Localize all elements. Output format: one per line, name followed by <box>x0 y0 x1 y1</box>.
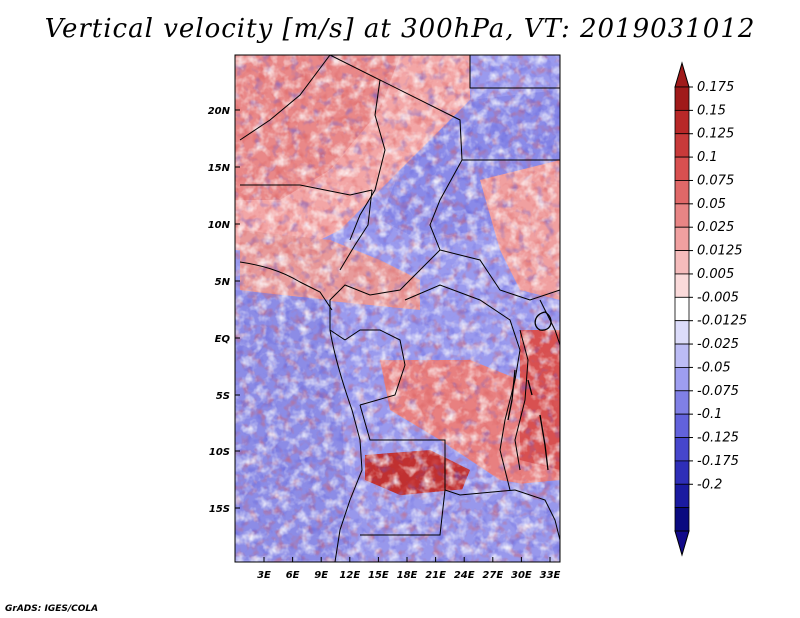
colorbar-segment <box>674 156 690 181</box>
colorbar-segment <box>674 226 690 251</box>
lat-label: 5S <box>216 391 230 402</box>
colorbar-segment <box>674 86 690 111</box>
colorbar-segment <box>674 203 690 228</box>
colorbar-segment <box>674 133 690 158</box>
colorbar-label: 0.075 <box>697 173 734 188</box>
vertical-velocity-field <box>235 55 560 562</box>
colorbar-label: -0.05 <box>697 360 731 375</box>
colorbar-segment <box>674 250 690 275</box>
colorbar-label: -0.0125 <box>697 314 747 329</box>
latitude-axis: 20N 15N 10N 5N EQ 5S 10S 15S <box>208 106 240 515</box>
colorbar-label: -0.125 <box>697 431 739 446</box>
colorbar-label: 0.05 <box>697 197 726 212</box>
colorbar-segment <box>674 483 690 509</box>
lon-label: 15E <box>368 570 389 581</box>
lon-label: 21E <box>425 570 446 581</box>
lat-label: 10S <box>209 447 230 458</box>
colorbar: 0.175 0.15 0.125 0.1 0.075 0.05 0.025 0.0125 0.0… <box>674 61 747 557</box>
colorbar-label: 0.1 <box>697 150 718 165</box>
colorbar-label: -0.175 <box>697 454 739 469</box>
colorbar-label: -0.075 <box>697 384 739 399</box>
country-borders <box>235 55 560 562</box>
colorbar-segment <box>674 390 690 415</box>
colorbar-label: 0.005 <box>697 267 734 282</box>
lat-label: 20N <box>208 106 231 117</box>
colorbar-segment <box>674 343 690 368</box>
lon-label: 3E <box>257 570 271 581</box>
lon-label: 9E <box>314 570 328 581</box>
lat-label: 15N <box>208 163 231 174</box>
lon-label: 12E <box>339 570 360 581</box>
map-frame <box>234 54 561 563</box>
colorbar-segment <box>674 413 690 438</box>
colorbar-label: 0.0125 <box>697 244 743 259</box>
lon-label: 6E <box>286 570 300 581</box>
longitude-axis: 3E 6E 9E 12E 15E 18E 21E 24E 27E 30E 33E <box>257 557 561 581</box>
lake-outlines <box>507 311 552 471</box>
colorbar-label: -0.2 <box>697 477 722 492</box>
colorbar-segment <box>674 273 690 298</box>
colorbar-bottom-arrow <box>674 530 690 557</box>
colorbar-label: 0.15 <box>697 103 726 118</box>
lat-label: EQ <box>215 334 231 345</box>
colorbar-label: 0.175 <box>697 80 734 95</box>
lat-label: 5N <box>215 277 231 288</box>
lon-label: 30E <box>511 570 532 581</box>
lon-label: 27E <box>482 570 503 581</box>
lat-label: 10N <box>208 220 231 231</box>
colorbar-segment <box>674 367 690 392</box>
colorbar-label: -0.1 <box>697 407 722 422</box>
colorbar-label: 0.025 <box>697 220 734 235</box>
colorbar-top-arrow <box>674 61 690 88</box>
lat-label: 15S <box>209 504 230 515</box>
colorbar-segment <box>674 460 690 485</box>
colorbar-label: 0.125 <box>697 127 734 142</box>
chart-title: Vertical velocity [m/s] at 300hPa, VT: 2… <box>44 14 756 44</box>
lon-label: 18E <box>397 570 418 581</box>
colorbar-segment <box>674 320 690 345</box>
colorbar-segment <box>674 109 690 135</box>
lon-label: 33E <box>540 570 561 581</box>
colorbar-label: -0.025 <box>697 337 739 352</box>
colorbar-segment <box>674 180 690 205</box>
grads-credit: GrADS: IGES/COLA <box>5 604 99 614</box>
colorbar-segment <box>674 296 690 322</box>
colorbar-segment <box>674 507 690 532</box>
lon-label: 24E <box>454 570 475 581</box>
colorbar-label: -0.005 <box>697 290 739 305</box>
colorbar-segment <box>674 437 690 462</box>
